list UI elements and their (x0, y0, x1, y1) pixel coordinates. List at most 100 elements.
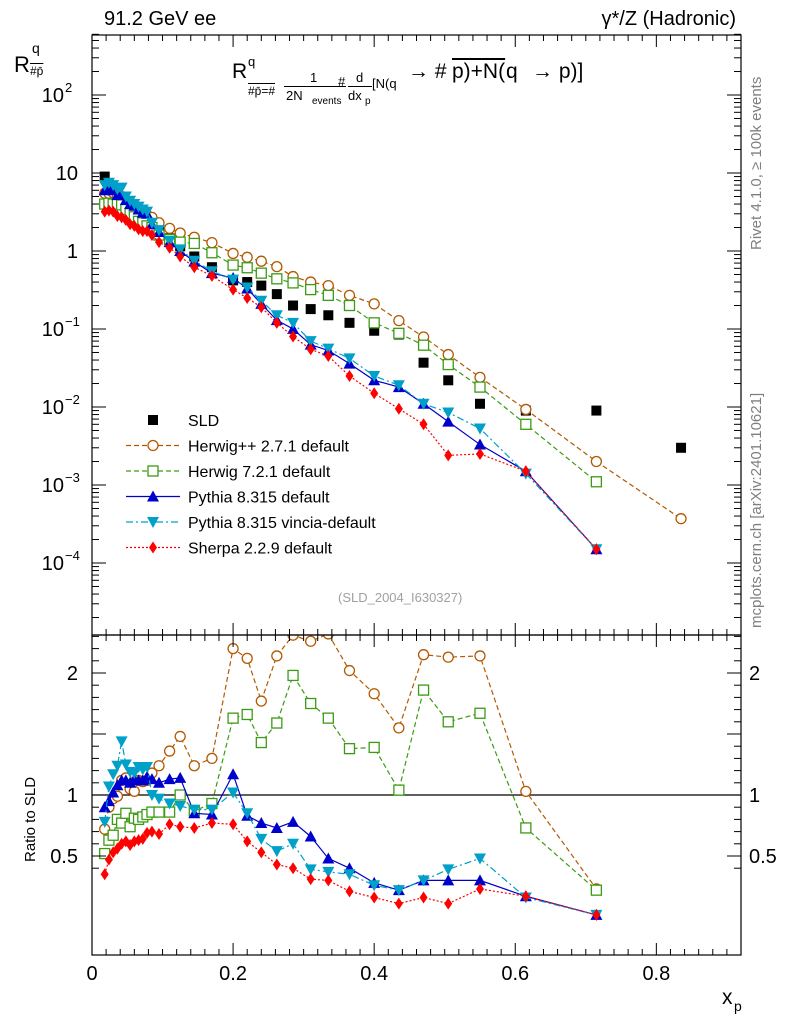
point-2-15 (188, 237, 200, 250)
ratio-point-2-20 (270, 821, 283, 833)
ratio-point-1-17 (227, 712, 239, 724)
legend-marker-5 (149, 541, 157, 554)
ratio-point-0-14 (174, 730, 186, 743)
ratio-point-0-18 (241, 652, 253, 665)
point-2-25 (368, 317, 380, 329)
ratio-point-3-14 (174, 800, 187, 812)
title-d: d (356, 70, 364, 85)
ratio-point-4-15 (190, 821, 199, 834)
ratio-point-4-26 (394, 897, 403, 910)
legend-label-1: Herwig++ 2.7.1 default (188, 439, 350, 456)
ratio-point-0-20 (271, 650, 283, 662)
point-2-29 (474, 381, 486, 393)
xlabel: x p (722, 986, 762, 1020)
ratio-point-0-16 (206, 752, 218, 765)
legend-label-3: Pythia 8.315 default (188, 490, 330, 507)
ratio-point-0-24 (343, 664, 356, 677)
ratio-point-0-23 (322, 635, 334, 640)
point-4-29 (473, 423, 486, 435)
ratio-point-0-26 (393, 722, 405, 734)
ratio-point-1-14 (174, 789, 186, 801)
ratio-point-3-15 (188, 804, 201, 816)
point-1-30 (520, 403, 532, 416)
ratio-point-2-19 (255, 817, 268, 829)
main-ylabel: R q #p̄ (14, 40, 74, 82)
point-0-21 (288, 300, 299, 311)
point-4-11 (145, 217, 158, 229)
point-2-24 (343, 299, 356, 312)
point-5-12 (155, 236, 164, 249)
point-4-26 (392, 380, 405, 392)
legend-label-5: Sherpa 2.2.9 default (188, 541, 333, 558)
point-5-15 (190, 261, 199, 274)
legend-marker-2 (147, 465, 159, 477)
point-5-24 (345, 369, 354, 382)
analysis-id: (SLD_2004_I630327) (338, 590, 463, 605)
ratio-point-4-10 (143, 826, 152, 839)
ratio-point-4-11 (147, 825, 156, 838)
x-tick-label: 0.6 (501, 963, 529, 985)
point-2-20 (271, 273, 283, 285)
point-2-27 (417, 339, 430, 351)
point-0-23 (323, 310, 334, 321)
point-4-24 (343, 353, 356, 365)
ratio-point-4-27 (419, 891, 428, 904)
title-dx: dx (348, 88, 362, 103)
point-5-16 (207, 269, 216, 282)
x-tick-label: 0.2 (219, 963, 247, 985)
ratio-panel-data (92, 635, 741, 921)
ratio-point-3-19 (255, 833, 268, 845)
y-tick-label-ratio-right: 0.5 (749, 846, 777, 868)
series-5 (100, 204, 601, 556)
x-tick-label: 0.8 (642, 963, 670, 985)
y-tick-label-base: 10 (42, 475, 64, 497)
y-tick-label-exp: −1 (65, 314, 80, 329)
ratio-line-1 (104, 674, 597, 891)
y-tick-label-exp: −4 (65, 548, 80, 563)
point-1-17 (227, 247, 239, 260)
ratio-point-4-30 (521, 890, 530, 903)
point-2-16 (206, 247, 218, 259)
legend-marker-3 (147, 490, 159, 502)
ratio-point-3-22 (304, 864, 317, 876)
ratio-point-2-28 (442, 874, 455, 886)
ratio-point-3-18 (241, 808, 254, 820)
point-4-12 (153, 225, 166, 237)
point-4-10 (141, 206, 154, 218)
ratio-point-3-11 (145, 790, 158, 801)
y-tick-label-ratio-left: 1 (67, 785, 78, 807)
point-1-29 (474, 371, 486, 383)
ratio-point-1-31 (590, 884, 603, 896)
point-0-20 (271, 289, 282, 300)
ratio-point-4-20 (272, 858, 281, 871)
point-1-18 (241, 251, 253, 263)
legend-item-3: Pythia 8.315 default (126, 490, 330, 507)
y-tick-label-main: 10 −1 (42, 314, 80, 341)
point-0-18 (242, 277, 253, 288)
point-3-28 (442, 415, 455, 427)
ratio-point-3-3 (111, 760, 124, 772)
point-1-26 (393, 314, 405, 327)
ratio-point-1-25 (368, 741, 380, 754)
ratio-point-3-7 (128, 768, 141, 780)
ratio-point-4-13 (165, 818, 174, 831)
point-0-0 (99, 171, 110, 182)
ratio-point-3-26 (392, 885, 405, 897)
point-0-25 (369, 325, 380, 336)
ylabel-q: q (32, 40, 40, 56)
y-tick-label-main: 10 2 (42, 80, 72, 107)
ratio-point-3-13 (163, 798, 176, 810)
ratio-point-2-12 (153, 776, 166, 788)
ratio-point-4-29 (475, 882, 484, 895)
point-4-18 (241, 282, 254, 294)
ratio-point-3-29 (473, 853, 486, 865)
ratio-point-4-23 (324, 874, 333, 887)
title-den: 2N (286, 88, 303, 103)
ratio-point-0-25 (368, 688, 380, 700)
ratio-point-2-0 (98, 801, 111, 813)
legend-label-4: Pythia 8.315 vincia-default (188, 515, 376, 532)
y-tick-label-base: 10 (42, 397, 64, 419)
y-tick-label-ratio-right: 2 (749, 663, 760, 685)
